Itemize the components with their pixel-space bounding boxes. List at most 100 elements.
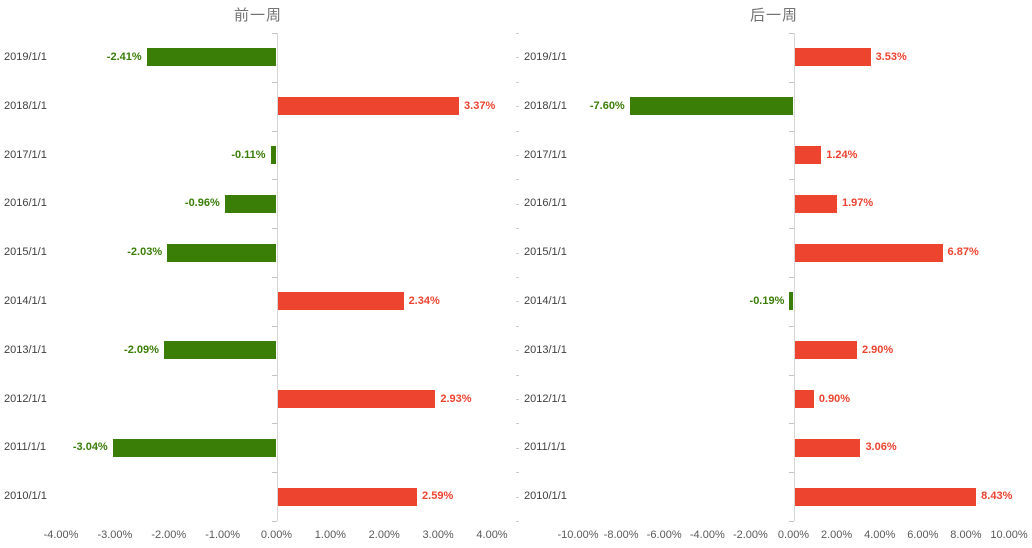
category-axis-tick xyxy=(271,81,277,83)
category-label: 2014/1/1 xyxy=(524,294,567,307)
bar-value-label: 1.97% xyxy=(841,197,874,210)
category-axis-tick xyxy=(788,179,794,181)
plot-area: 2019/1/1 3.53% 2018/1/1 -7.60% 2017/1/1 1.24%… xyxy=(516,0,1032,548)
panel-edge-minor-tick xyxy=(516,496,519,498)
positive-bar xyxy=(277,97,460,116)
category-label: 2016/1/1 xyxy=(4,197,47,210)
category-axis-tick xyxy=(788,33,794,34)
positive-bar xyxy=(794,341,857,360)
category-label: 2014/1/1 xyxy=(4,294,47,307)
category-axis-tick xyxy=(788,130,794,132)
panel-edge-minor-tick xyxy=(516,179,519,181)
category-axis-tick xyxy=(271,521,277,522)
x-axis-tick-label: -1.00% xyxy=(205,529,241,541)
bar-value-label: 3.53% xyxy=(875,50,907,63)
category-axis-tick xyxy=(271,277,277,278)
positive-bar xyxy=(277,292,404,311)
category-axis-tick xyxy=(271,179,277,181)
x-axis-tick-label: -2.00% xyxy=(151,529,187,541)
negative-bar xyxy=(167,243,277,262)
chart-title: 前一周 xyxy=(233,7,282,24)
x-axis-tick-label: 8.00% xyxy=(950,529,982,541)
negative-bar xyxy=(270,146,277,164)
category-label: 2015/1/1 xyxy=(4,246,47,259)
bar-value-label: -0.11% xyxy=(231,148,266,161)
x-axis-tick-label: -8.00% xyxy=(603,529,639,541)
category-axis-tick xyxy=(788,277,794,278)
bar-value-label: 2.90% xyxy=(861,343,894,356)
negative-bar xyxy=(112,438,277,457)
positive-bar xyxy=(794,194,837,213)
category-axis-tick xyxy=(271,423,277,425)
category-label: 2011/1/1 xyxy=(4,441,47,454)
panel-edge-minor-tick xyxy=(516,33,519,34)
category-axis-tick xyxy=(271,33,277,34)
panel-edge-minor-tick xyxy=(516,301,519,303)
category-axis-tick xyxy=(788,521,794,522)
panel-edge-minor-tick xyxy=(516,350,519,352)
bar-value-label: -3.04% xyxy=(72,441,108,454)
plot-area: 2019/1/1 -2.41% 2018/1/1 3.37% 2017/1/1 -0.11… xyxy=(4,33,508,541)
bar-value-label: 3.06% xyxy=(865,441,897,454)
bar-value-label: 3.37% xyxy=(464,99,496,112)
value-axis-zero-line xyxy=(276,33,278,521)
chart-title: 后一周 xyxy=(749,7,798,24)
positive-bar xyxy=(277,390,436,408)
positive-bar xyxy=(794,438,861,457)
x-axis-tick-label: 0.00% xyxy=(777,529,810,541)
negative-bar xyxy=(789,292,794,311)
positive-bar xyxy=(277,487,418,506)
chart-panel-next-week: 后一周 2019/1/1 3.53% 2018/1/1 -7.60% 2017/1/1 1… xyxy=(516,0,1032,548)
bar-value-label: 0.90% xyxy=(818,392,851,405)
positive-bar xyxy=(794,48,871,67)
category-label: 2012/1/1 xyxy=(4,392,47,405)
value-axis-zero-line xyxy=(793,33,795,521)
chart-panel-previous-week: 前一周 2019/1/1 -2.41% 2018/1/1 3.37% 2017/1/1 -… xyxy=(4,7,508,541)
category-axis-tick xyxy=(788,81,794,83)
positive-bar xyxy=(794,487,977,506)
x-axis-tick-label: -4.00% xyxy=(689,529,725,541)
panel-edge-minor-tick xyxy=(516,521,519,522)
category-label: 2018/1/1 xyxy=(524,99,567,112)
panel-edge-minor-tick xyxy=(516,130,519,132)
category-label: 2018/1/1 xyxy=(4,99,47,112)
x-axis-tick-label: -2.00% xyxy=(732,529,768,541)
category-label: 2017/1/1 xyxy=(4,148,47,161)
bar-value-label: -2.41% xyxy=(106,50,142,63)
category-label: 2019/1/1 xyxy=(524,50,567,63)
panel-edge-minor-tick xyxy=(516,399,519,400)
negative-bar xyxy=(224,194,277,213)
category-label: 2012/1/1 xyxy=(524,392,567,405)
panel-edge-minor-tick xyxy=(516,81,519,83)
bar-value-label: 2.34% xyxy=(408,294,440,307)
bar-value-label: -2.09% xyxy=(124,343,159,356)
category-label: 2010/1/1 xyxy=(4,490,47,503)
bar-value-label: 1.24% xyxy=(826,148,858,161)
x-axis-tick-label: -4.00% xyxy=(43,529,79,541)
x-axis-tick-label: 6.00% xyxy=(907,529,939,541)
x-axis-tick-label: 4.00% xyxy=(864,529,896,541)
category-axis-tick xyxy=(271,130,277,132)
panel-edge-minor-tick xyxy=(516,155,519,156)
x-axis-tick-label: 4.00% xyxy=(476,529,508,541)
panel-edge-minor-tick xyxy=(516,106,519,108)
panel-edge-minor-tick xyxy=(516,325,519,327)
category-axis-tick xyxy=(271,374,277,376)
panel-edge-minor-tick xyxy=(516,447,519,449)
panel-edge-minor-tick xyxy=(516,57,519,59)
panel-edge-minor-tick xyxy=(516,203,519,205)
category-label: 2019/1/1 xyxy=(4,50,47,63)
panel-edge-minor-tick xyxy=(516,277,519,278)
category-label: 2011/1/1 xyxy=(524,441,567,454)
positive-bar xyxy=(794,146,822,164)
category-label: 2010/1/1 xyxy=(524,490,567,503)
x-axis-tick-label: 10.00% xyxy=(990,529,1028,541)
bar-value-label: 6.87% xyxy=(947,246,979,259)
bar-value-label: -0.19% xyxy=(749,294,785,307)
panel-edge-minor-tick xyxy=(516,252,519,254)
positive-bar xyxy=(794,243,943,262)
category-axis-tick xyxy=(271,325,277,327)
x-axis-tick-label: 2.00% xyxy=(368,529,400,541)
bar-value-label: 8.43% xyxy=(981,490,1013,503)
